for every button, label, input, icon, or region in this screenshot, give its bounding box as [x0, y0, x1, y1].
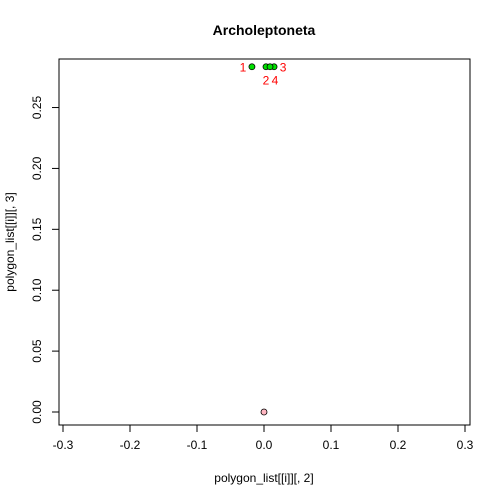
y-axis: 0.00 0.05 0.10 0.15 0.20 0.25	[30, 96, 60, 424]
y-tick-label: 0.10	[30, 278, 44, 302]
x-axis-label: polygon_list[[i]][, 2]	[214, 471, 313, 485]
y-tick-label: 0.20	[30, 156, 44, 180]
point-label: 2	[263, 74, 270, 88]
x-tick-label: 0.3	[457, 438, 474, 452]
plot-frame	[58, 58, 471, 426]
point-label: 3	[280, 61, 287, 75]
data-point	[260, 408, 268, 416]
y-tick-label: 0.25	[30, 96, 44, 120]
x-tick-label: -0.1	[187, 438, 208, 452]
point-label: 4	[272, 74, 279, 88]
x-tick-label: -0.3	[53, 438, 74, 452]
x-axis: -0.3 -0.2 -0.1 0.0 0.1 0.2 0.3	[53, 424, 474, 452]
y-tick-label: 0.00	[30, 400, 44, 424]
x-tick-label: 0.0	[256, 438, 273, 452]
x-tick-label: 0.2	[390, 438, 407, 452]
x-tick-label: -0.2	[120, 438, 141, 452]
data-points: 1 234	[240, 61, 287, 416]
data-point	[266, 63, 274, 71]
data-point	[248, 63, 256, 71]
y-tick-label: 0.15	[30, 217, 44, 241]
point-label: 1	[240, 61, 247, 75]
y-axis-label: polygon_list[[i]][, 3]	[3, 192, 17, 291]
x-tick-label: 0.1	[323, 438, 340, 452]
y-tick-label: 0.05	[30, 339, 44, 363]
chart-title: Archoleptoneta	[213, 22, 316, 38]
